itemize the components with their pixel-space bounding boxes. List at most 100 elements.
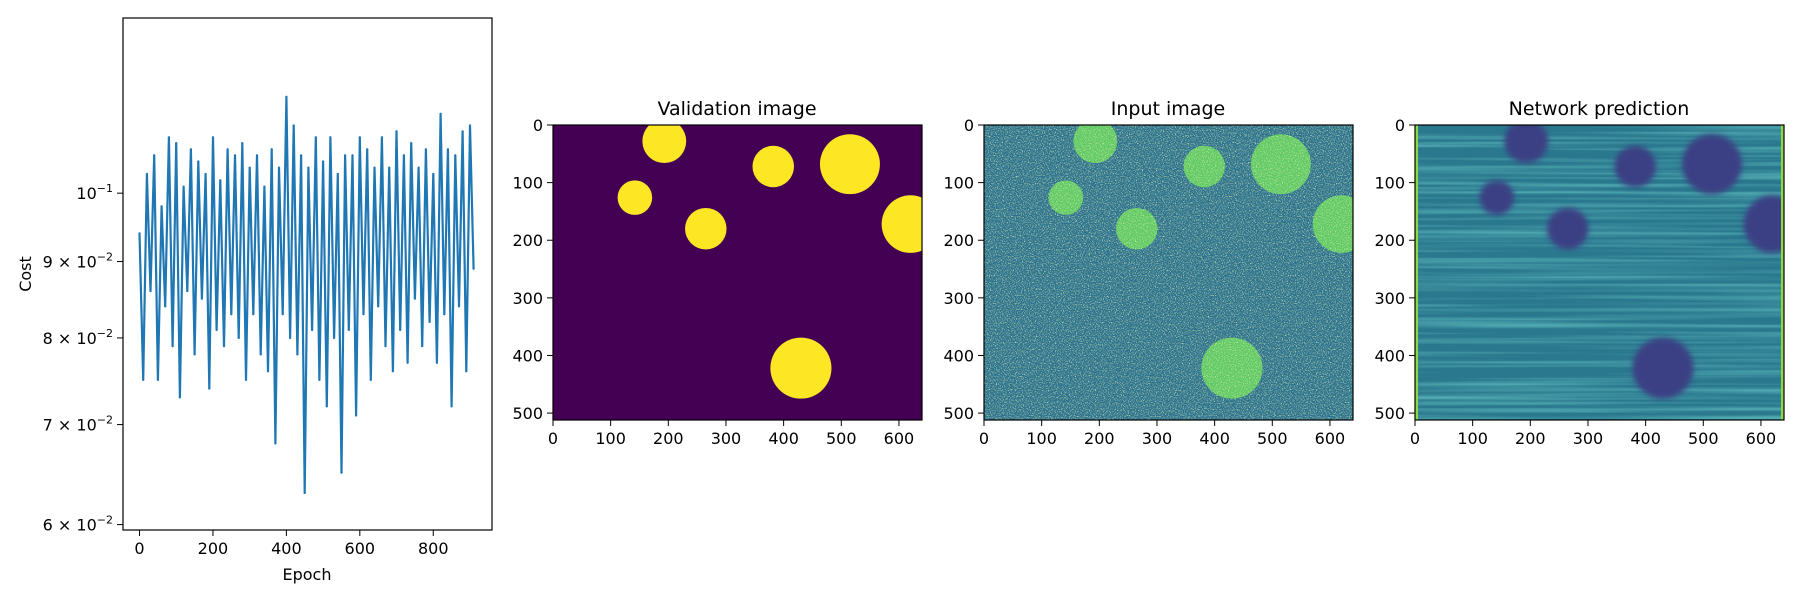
y-tick-label: 100 — [943, 174, 974, 193]
x-tick-label: 600 — [345, 539, 376, 558]
cost-data-point — [347, 328, 350, 331]
cost-data-point — [388, 166, 391, 169]
x-tick-label: 800 — [418, 539, 449, 558]
cost-data-point — [450, 405, 453, 408]
cost-data-point — [402, 154, 405, 157]
y-tick-label: 0 — [1395, 116, 1405, 135]
cost-data-point — [277, 166, 281, 169]
x-tick-label: 600 — [1746, 429, 1777, 448]
cost-data-point — [175, 142, 178, 145]
x-tick-label: 500 — [1688, 429, 1719, 448]
x-tick-label: 200 — [653, 429, 684, 448]
cost-chart-frame — [122, 17, 493, 531]
cost-data-point — [285, 95, 288, 98]
x-tick-label: 0 — [1410, 429, 1420, 448]
cost-data-point — [380, 136, 383, 139]
cost-data-point — [219, 179, 222, 182]
cost-data-point — [369, 378, 372, 381]
y-tick-label: 500 — [943, 404, 974, 423]
cost-data-point — [424, 148, 427, 151]
cost-series-line — [138, 95, 475, 494]
x-tick-label: 300 — [711, 429, 742, 448]
cost-data-point — [362, 313, 365, 316]
y-tick-label: 300 — [512, 289, 543, 308]
cost-data-point — [461, 130, 464, 133]
circle-blob — [642, 125, 687, 164]
y-tick-label: 500 — [1374, 404, 1405, 423]
cost-data-point — [138, 232, 141, 235]
cost-data-point — [215, 328, 218, 331]
cost-data-point — [421, 345, 424, 348]
x-tick-label: 500 — [826, 429, 857, 448]
x-tick-label: 600 — [884, 429, 915, 448]
y-tick-label: 300 — [943, 289, 974, 308]
y-axis-label: Cost — [16, 256, 35, 292]
x-tick-label: 0 — [979, 429, 989, 448]
y-tick-label: 100 — [512, 174, 543, 193]
circle-blob — [819, 134, 880, 195]
y-tick-label: 200 — [943, 231, 974, 250]
cost-data-point — [468, 124, 472, 127]
x-tick-label: 100 — [1026, 429, 1057, 448]
circle-blob — [1479, 180, 1515, 215]
y-tick-label: 400 — [943, 346, 974, 365]
input-image-noise — [984, 125, 1353, 420]
cost-data-point — [325, 405, 328, 408]
y-tick-label: 0 — [533, 116, 543, 135]
y-tick-label: 200 — [512, 231, 543, 250]
cost-data-point — [355, 414, 358, 417]
cost-data-point — [377, 305, 380, 308]
network-prediction-right-edge — [1781, 125, 1784, 420]
y-tick-label: 200 — [1374, 231, 1405, 250]
validation-image-title: Validation image — [657, 98, 816, 120]
input-image-panel: Input image 0 100 200 300 400 500 600 0 100 200 30… — [943, 98, 1354, 448]
circle-blob — [1614, 145, 1657, 188]
cost-data-point — [281, 313, 284, 316]
x-tick-label: 300 — [1142, 429, 1173, 448]
cost-data-point — [142, 378, 145, 381]
cost-data-point — [266, 370, 270, 373]
circle-blob — [1681, 134, 1742, 195]
y-tick-label: 100 — [1374, 174, 1405, 193]
cost-data-point — [248, 166, 251, 169]
x-tick-label: 100 — [1457, 429, 1488, 448]
cost-data-point — [211, 136, 215, 139]
cost-data-point — [167, 136, 170, 139]
cost-data-point — [230, 313, 233, 316]
cost-data-point — [344, 154, 347, 157]
cost-data-point — [149, 289, 152, 293]
cost-data-point — [233, 154, 237, 157]
cost-data-point — [472, 267, 475, 270]
y-tick-label: 400 — [512, 346, 543, 365]
cost-data-point — [296, 353, 299, 356]
cost-data-point — [358, 136, 361, 139]
cost-data-point — [153, 154, 156, 157]
circle-blob — [617, 180, 653, 215]
x-tick-label: 400 — [1199, 429, 1230, 448]
validation-image-panel: Validation image 0 100 200 300 400 500 600 0 100… — [512, 98, 923, 448]
y-tick-label: 0 — [964, 116, 974, 135]
circle-blob — [685, 207, 727, 250]
y-tick-label: 9 × 10−2 — [43, 251, 113, 272]
cost-data-point — [417, 166, 420, 169]
cost-data-point — [186, 289, 189, 293]
cost-data-point — [351, 154, 354, 157]
cost-data-point — [241, 142, 244, 145]
y-tick-label: 8 × 10−2 — [43, 327, 113, 348]
cost-data-point — [439, 112, 442, 115]
cost-data-point — [384, 345, 387, 348]
cost-data-point — [406, 361, 409, 364]
x-tick-label: 200 — [198, 539, 229, 558]
cost-data-point — [164, 305, 167, 308]
circle-blob — [1547, 207, 1589, 250]
cost-data-point — [307, 166, 310, 169]
cost-data-point — [300, 154, 303, 157]
y-tick-label: 10−1 — [76, 182, 113, 203]
cost-data-point — [263, 185, 266, 188]
cost-data-point — [193, 353, 196, 356]
circle-blob — [752, 145, 795, 188]
cost-data-point — [311, 328, 314, 331]
y-tick-label: 400 — [1374, 346, 1405, 365]
validation-image-frame — [552, 124, 923, 421]
cost-data-point — [200, 297, 203, 300]
